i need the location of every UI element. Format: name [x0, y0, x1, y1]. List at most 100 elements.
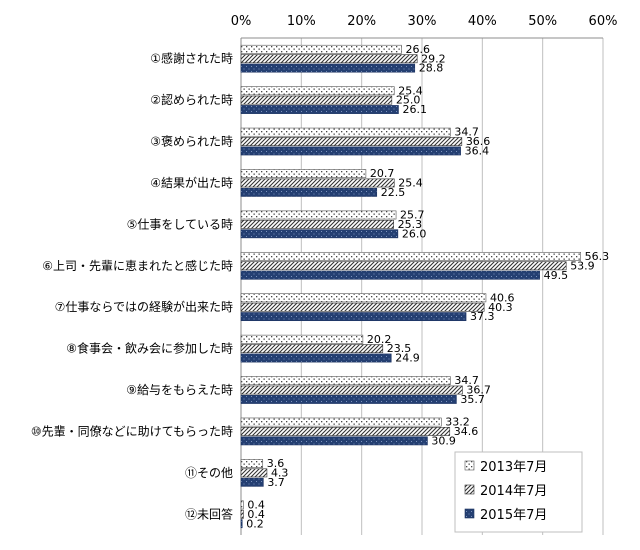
- data-label: 20.2: [367, 333, 392, 346]
- data-label: 26.6: [405, 43, 430, 56]
- data-label: 4.3: [271, 466, 289, 479]
- bar-2014年7月: [240, 178, 395, 188]
- category-label: ③褒められた時: [150, 135, 233, 149]
- bar-2015年7月: [240, 146, 461, 156]
- data-label: 30.9: [431, 434, 456, 447]
- data-label: 36.4: [465, 145, 490, 158]
- category-label: ⑨給与をもらえた時: [126, 383, 233, 397]
- bar-2015年7月: [240, 229, 399, 239]
- data-label: 33.2: [445, 416, 470, 429]
- category-label: ⑦仕事ならではの経験が出来た時: [55, 299, 233, 314]
- bar-2014年7月: [240, 95, 393, 105]
- bar-2014年7月: [240, 261, 567, 271]
- category-label: ⑥上司・先輩に恵まれたと感じた時: [42, 258, 233, 273]
- data-label: 20.7: [370, 167, 395, 180]
- data-label: 0.4: [247, 508, 265, 521]
- x-tick-label: 20%: [347, 14, 376, 29]
- data-label: 40.3: [488, 301, 512, 314]
- legend: 2013年7月 2014年7月 2015年7月: [454, 451, 583, 533]
- bar-2015年7月: [240, 477, 264, 487]
- bar-2013年7月: [240, 210, 397, 220]
- bar-2015年7月: [240, 353, 392, 363]
- bar-2014年7月: [240, 302, 485, 312]
- bar-2015年7月: [240, 270, 540, 280]
- data-label: 49.5: [544, 269, 569, 282]
- bar-2015年7月: [240, 436, 428, 446]
- bar-2015年7月: [240, 63, 416, 73]
- bar-2013年7月: [240, 500, 244, 510]
- data-label: 40.6: [490, 291, 515, 304]
- data-labels: 26.629.228.825.425.026.134.736.636.420.7…: [246, 43, 609, 530]
- bar-2015年7月: [240, 105, 399, 114]
- legend-box: [454, 451, 583, 533]
- bar-2014年7月: [240, 219, 394, 229]
- data-label: 3.6: [267, 457, 285, 470]
- data-label: 0.4: [247, 498, 265, 511]
- data-label: 35.7: [460, 393, 485, 406]
- bar-2013年7月: [240, 86, 395, 96]
- category-label: ⑤仕事をしている時: [127, 217, 233, 231]
- category-label: ⑩先輩・同僚などに助けてもらった時: [31, 423, 233, 438]
- bar-2014年7月: [240, 427, 451, 436]
- x-tick-label: 10%: [287, 14, 316, 29]
- data-label: 25.0: [396, 94, 421, 107]
- x-tick-label: 30%: [408, 14, 437, 29]
- bar-2013年7月: [240, 293, 487, 303]
- data-label: 0.2: [246, 517, 264, 530]
- legend-label: 2015年7月: [480, 508, 547, 523]
- data-label: 25.3: [398, 218, 423, 231]
- bar-2015年7月: [240, 519, 243, 529]
- data-label: 25.7: [400, 209, 425, 222]
- category-label: ①感謝された時: [150, 51, 233, 66]
- bars: [240, 44, 581, 529]
- bar-2013年7月: [240, 376, 451, 386]
- legend-label: 2013年7月: [480, 460, 547, 475]
- bar-2014年7月: [240, 509, 244, 519]
- bar-2013年7月: [240, 251, 581, 261]
- data-label: 34.7: [454, 374, 479, 387]
- data-label: 24.9: [395, 352, 420, 365]
- bar-2013年7月: [240, 417, 442, 427]
- data-label: 26.0: [402, 227, 427, 240]
- bar-2013年7月: [240, 459, 264, 468]
- x-tick-label: 50%: [528, 14, 557, 29]
- data-label: 25.4: [398, 84, 423, 97]
- bar-2015年7月: [240, 187, 378, 197]
- data-label: 56.3: [585, 250, 610, 263]
- bar-2014年7月: [240, 344, 384, 354]
- data-label: 29.2: [421, 52, 446, 65]
- data-label: 23.5: [387, 342, 412, 355]
- category-label: ⑪その他: [185, 466, 233, 480]
- x-tick-label: 60%: [589, 14, 618, 29]
- x-axis-ticks: 0% 10% 20% 30% 40% 50% 60%: [231, 14, 618, 29]
- bar-2013年7月: [240, 127, 451, 137]
- data-label: 28.8: [419, 62, 444, 75]
- data-label: 34.7: [454, 126, 479, 139]
- legend-swatch: [464, 460, 475, 471]
- category-labels: ①感謝された時 ②認められた時 ③褒められた時 ④結果が出た時 ⑤仕事をしている時 ⑥上司…: [31, 51, 233, 522]
- data-label: 3.7: [267, 476, 285, 489]
- data-label: 53.9: [570, 259, 595, 272]
- category-label: ⑧食事会・飲み会に参加した時: [66, 341, 233, 356]
- bar-2014年7月: [240, 385, 463, 395]
- x-tick-label: 40%: [468, 14, 497, 29]
- x-tick-label: 0%: [231, 14, 252, 29]
- legend-swatch: [464, 484, 475, 495]
- category-label: ②認められた時: [150, 92, 233, 107]
- category-label: ⑫未回答: [185, 506, 233, 521]
- data-label: 22.5: [381, 186, 406, 199]
- data-label: 34.6: [454, 425, 479, 438]
- bar-2014年7月: [240, 468, 268, 478]
- legend-label: 2014年7月: [480, 484, 547, 499]
- data-label: 36.6: [466, 135, 491, 148]
- data-label: 37.3: [470, 310, 495, 323]
- bar-2013年7月: [240, 169, 367, 178]
- data-label: 36.7: [466, 384, 491, 397]
- bar-2013年7月: [240, 334, 364, 344]
- bar-2015年7月: [240, 312, 467, 322]
- category-label: ④結果が出た時: [150, 175, 233, 190]
- bar-2014年7月: [240, 54, 418, 64]
- data-label: 26.1: [402, 103, 427, 116]
- legend-swatch: [464, 508, 475, 519]
